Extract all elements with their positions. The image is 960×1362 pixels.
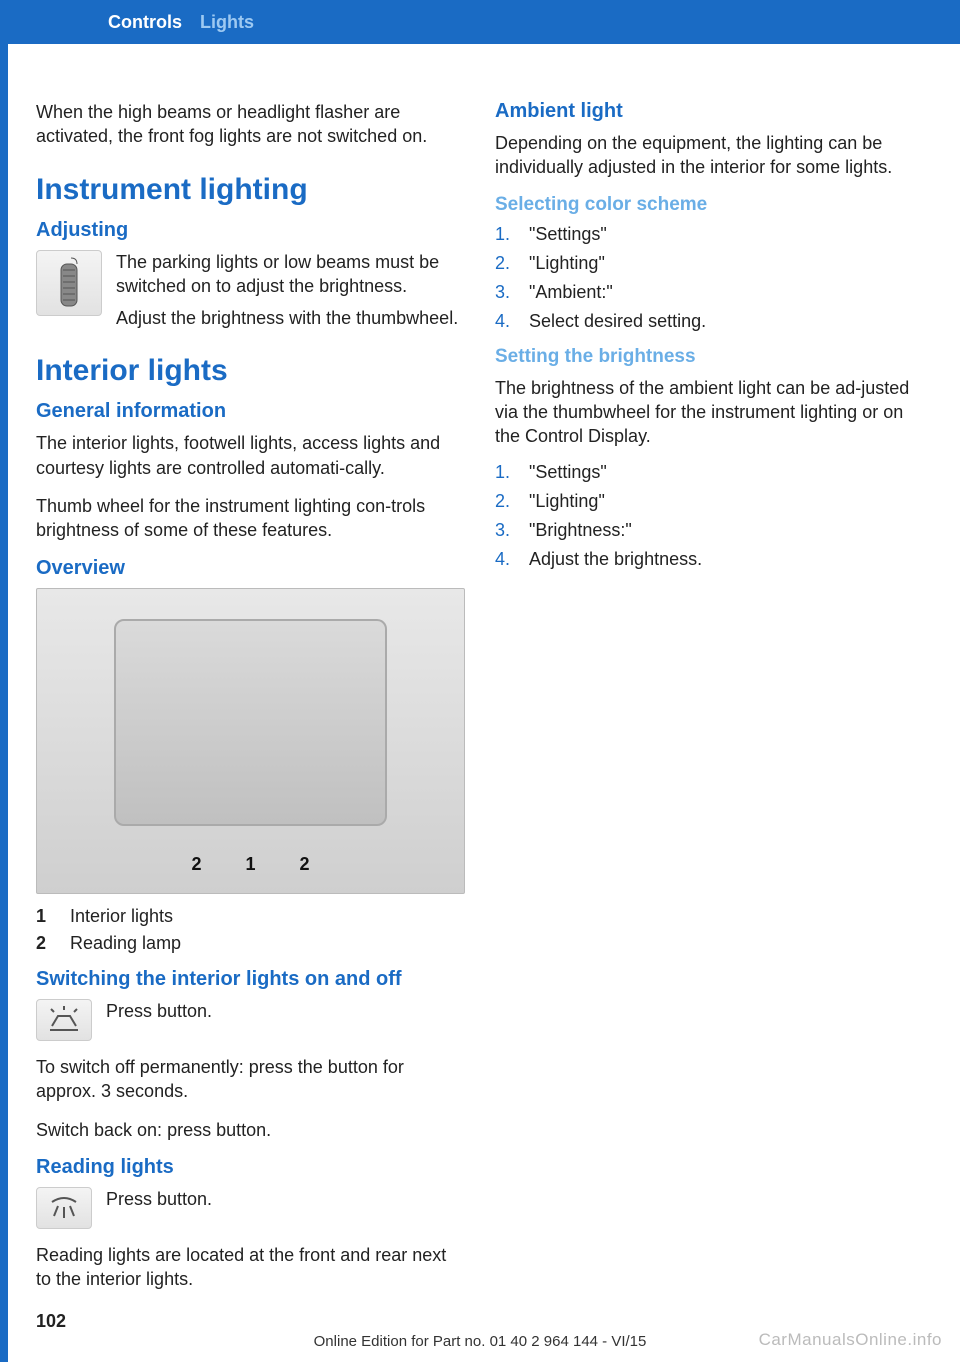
general-p2: Thumb wheel for the instrument lighting … — [36, 494, 465, 543]
general-p1: The interior lights, footwell lights, ac… — [36, 431, 465, 480]
color-scheme-heading: Selecting color scheme — [495, 194, 924, 216]
step-text: "Brightness:" — [529, 520, 632, 541]
overview-diagram: 2 1 2 — [36, 588, 465, 894]
switching-heading: Switching the interior lights on and off — [36, 968, 465, 991]
brightness-heading: Setting the brightness — [495, 346, 924, 368]
left-accent-bar — [0, 0, 8, 1362]
overview-label-1: 1 — [245, 854, 255, 875]
interior-lights-heading: Interior lights — [36, 354, 465, 388]
ambient-light-heading: Ambient light — [495, 100, 924, 123]
switch-back-text: Switch back on: press button. — [36, 1118, 465, 1142]
intro-paragraph: When the high beams or headlight flasher… — [36, 100, 465, 149]
reading-light-icon — [36, 1187, 92, 1229]
step-num: 3. — [495, 282, 515, 303]
list-item: 4. Adjust the brightness. — [495, 549, 924, 570]
adjusting-p2: Adjust the brightness with the thumbwhee… — [116, 306, 465, 330]
watermark: CarManualsOnline.info — [759, 1330, 942, 1350]
overview-heading: Overview — [36, 557, 465, 580]
adjusting-p1: The parking lights or low beams must be … — [116, 250, 465, 299]
list-item: 3. "Brightness:" — [495, 520, 924, 541]
switching-press-text: Press button. — [106, 999, 212, 1023]
list-item: 1. "Settings" — [495, 462, 924, 483]
switching-press-row: Press button. — [36, 999, 465, 1041]
adjusting-block: The parking lights or low beams must be … — [36, 250, 465, 331]
step-num: 4. — [495, 549, 515, 570]
overview-label-2b: 2 — [300, 854, 310, 875]
step-num: 4. — [495, 311, 515, 332]
step-text: "Settings" — [529, 224, 607, 245]
list-item: 4. Select desired setting. — [495, 311, 924, 332]
ambient-light-p1: Depending on the equipment, the lighting… — [495, 131, 924, 180]
legend-2-num: 2 — [36, 933, 52, 954]
header-section: Controls — [108, 12, 182, 33]
step-text: "Lighting" — [529, 491, 605, 512]
content-columns: When the high beams or headlight flasher… — [36, 100, 924, 1292]
legend-1-num: 1 — [36, 906, 52, 927]
switching-p1: To switch off permanently: press the but… — [36, 1055, 465, 1104]
step-num: 2. — [495, 253, 515, 274]
legend-row-1: 1 Interior lights — [36, 906, 465, 927]
legend-1-text: Interior lights — [70, 906, 173, 927]
legend-row-2: 2 Reading lamp — [36, 933, 465, 954]
step-text: "Settings" — [529, 462, 607, 483]
step-text: "Lighting" — [529, 253, 605, 274]
step-text: Adjust the brightness. — [529, 549, 702, 570]
step-num: 2. — [495, 491, 515, 512]
list-item: 1. "Settings" — [495, 224, 924, 245]
reading-lights-heading: Reading lights — [36, 1156, 465, 1179]
interior-light-icon — [36, 999, 92, 1041]
adjusting-heading: Adjusting — [36, 219, 465, 242]
step-num: 3. — [495, 520, 515, 541]
general-info-heading: General information — [36, 400, 465, 423]
step-text: "Ambient:" — [529, 282, 613, 303]
overview-label-2a: 2 — [191, 854, 201, 875]
list-item: 3. "Ambient:" — [495, 282, 924, 303]
reading-lights-press-text: Press button. — [106, 1187, 212, 1211]
header-subsection: Lights — [200, 12, 254, 33]
adjusting-text: The parking lights or low beams must be … — [116, 250, 465, 331]
list-item: 2. "Lighting" — [495, 253, 924, 274]
page-number: 102 — [36, 1311, 66, 1332]
step-text: Select desired setting. — [529, 311, 706, 332]
thumbwheel-icon — [36, 250, 102, 316]
reading-lights-press-row: Press button. — [36, 1187, 465, 1229]
color-scheme-steps: 1. "Settings" 2. "Lighting" 3. "Ambient:" 4… — [495, 224, 924, 332]
step-num: 1. — [495, 224, 515, 245]
header-bar: Controls Lights — [8, 0, 960, 44]
reading-lights-p1: Reading lights are located at the front … — [36, 1243, 465, 1292]
brightness-p1: The brightness of the ambient light can … — [495, 376, 924, 449]
instrument-lighting-heading: Instrument lighting — [36, 173, 465, 207]
legend-2-text: Reading lamp — [70, 933, 181, 954]
step-num: 1. — [495, 462, 515, 483]
brightness-steps: 1. "Settings" 2. "Lighting" 3. "Brightness:… — [495, 462, 924, 570]
list-item: 2. "Lighting" — [495, 491, 924, 512]
